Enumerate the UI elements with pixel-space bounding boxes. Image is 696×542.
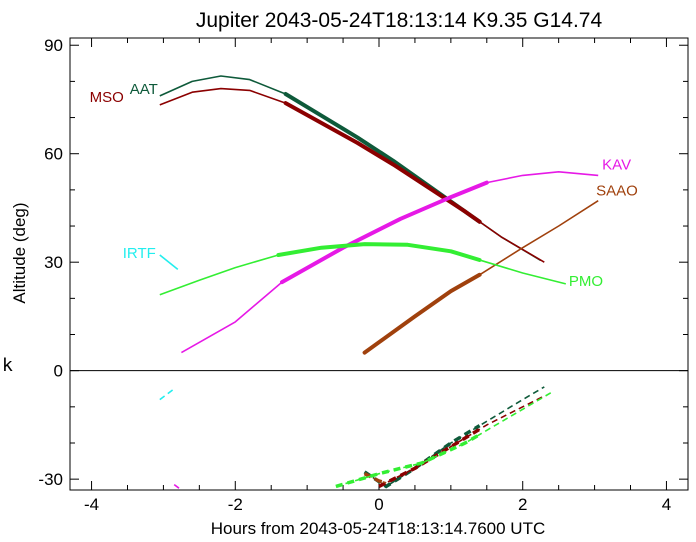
series-thick-saao bbox=[362, 272, 482, 355]
series-layer bbox=[159, 75, 599, 491]
x-tick-label: 2 bbox=[518, 495, 527, 514]
x-tick-label: -2 bbox=[228, 495, 243, 514]
label-mso: MSO bbox=[90, 89, 124, 106]
series-thick-mso bbox=[283, 101, 482, 224]
y-tick-label: -30 bbox=[38, 470, 63, 489]
y-tick-label: 0 bbox=[54, 362, 63, 381]
series-below-kav bbox=[173, 483, 182, 491]
x-tick-label: 0 bbox=[374, 495, 383, 514]
label-kav: KAV bbox=[602, 156, 631, 173]
series-line-pmo bbox=[159, 243, 566, 296]
side-mark-k: k bbox=[2, 355, 13, 376]
x-axis-label: Hours from 2043-05-24T18:13:14.7600 UTC bbox=[211, 519, 546, 538]
plot-frame bbox=[69, 37, 689, 491]
series-below-irtf bbox=[159, 388, 175, 401]
series-below-thick-aat bbox=[363, 424, 481, 489]
label-aat: AAT bbox=[130, 81, 158, 98]
series-mso bbox=[159, 87, 545, 488]
label-irtf: IRTF bbox=[123, 245, 156, 262]
label-saao: SAAO bbox=[596, 183, 638, 200]
y-tick-label: 90 bbox=[44, 36, 63, 55]
series-line-kav bbox=[181, 171, 599, 354]
y-tick-label: 30 bbox=[44, 253, 63, 272]
x-tick-label: 4 bbox=[662, 495, 671, 514]
series-below-thick-pmo bbox=[335, 433, 481, 489]
series-irtf bbox=[159, 254, 179, 401]
series-kav bbox=[173, 171, 599, 491]
x-tick-label: -4 bbox=[84, 495, 99, 514]
axes: -4 -2 0 2 4 90 60 30 0 -30 bbox=[38, 36, 689, 514]
chart-title: Jupiter 2043-05-24T18:13:14 K9.35 G14.74 bbox=[196, 9, 603, 32]
y-axis-label: Altitude (deg) bbox=[10, 202, 29, 303]
series-pmo bbox=[159, 242, 566, 489]
series-line-irtf bbox=[159, 254, 179, 271]
y-tick-label: 60 bbox=[44, 145, 63, 164]
label-pmo: PMO bbox=[569, 273, 603, 290]
series-below-aat bbox=[364, 386, 545, 488]
series-line-aat bbox=[159, 75, 542, 262]
series-labels: AAT MSO KAV SAAO PMO IRTF bbox=[90, 81, 638, 290]
series-thick-pmo bbox=[276, 242, 482, 262]
series-below-mso bbox=[378, 395, 545, 488]
series-thick-kav bbox=[280, 180, 489, 285]
series-line-mso bbox=[159, 87, 545, 263]
